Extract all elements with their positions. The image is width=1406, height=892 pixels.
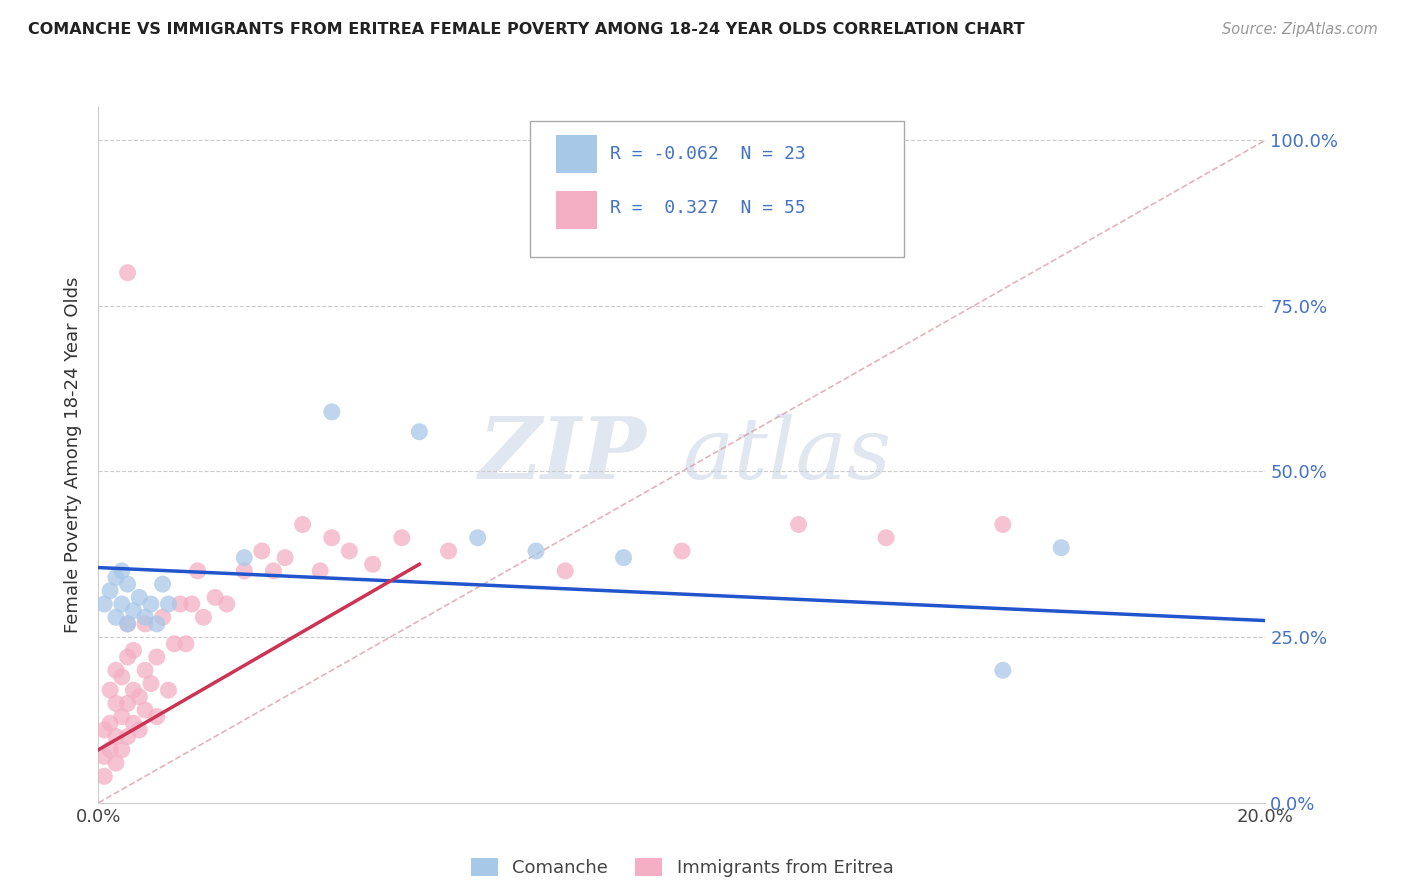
Point bbox=[98, 683, 121, 698]
Text: atlas: atlas bbox=[682, 414, 891, 496]
Point bbox=[524, 544, 547, 558]
Point bbox=[111, 670, 134, 684]
Point bbox=[612, 550, 634, 565]
Point bbox=[250, 544, 273, 558]
Point bbox=[309, 564, 332, 578]
Point bbox=[111, 564, 134, 578]
Point bbox=[104, 756, 127, 770]
Point bbox=[111, 743, 134, 757]
Point bbox=[146, 709, 169, 723]
Point bbox=[117, 577, 139, 591]
Point bbox=[98, 583, 121, 598]
Point bbox=[408, 425, 430, 439]
Point bbox=[193, 610, 215, 624]
Point bbox=[122, 716, 145, 731]
Point bbox=[128, 690, 150, 704]
Point bbox=[111, 709, 134, 723]
Point bbox=[93, 769, 115, 783]
Point bbox=[122, 604, 145, 618]
Point bbox=[291, 517, 314, 532]
Y-axis label: Female Poverty Among 18-24 Year Olds: Female Poverty Among 18-24 Year Olds bbox=[65, 277, 83, 633]
Point bbox=[152, 610, 174, 624]
Text: ZIP: ZIP bbox=[479, 413, 647, 497]
Point bbox=[174, 637, 197, 651]
Point bbox=[98, 743, 121, 757]
Point bbox=[215, 597, 238, 611]
Point bbox=[134, 663, 156, 677]
Point bbox=[104, 570, 127, 584]
Point bbox=[321, 405, 343, 419]
Point bbox=[233, 550, 256, 565]
Point bbox=[93, 749, 115, 764]
Point bbox=[104, 697, 127, 711]
Point bbox=[169, 597, 191, 611]
Point bbox=[991, 517, 1014, 532]
Point bbox=[139, 676, 162, 690]
Point bbox=[104, 663, 127, 677]
Point bbox=[93, 597, 115, 611]
Point bbox=[187, 564, 209, 578]
Point bbox=[134, 616, 156, 631]
Point bbox=[152, 577, 174, 591]
Text: COMANCHE VS IMMIGRANTS FROM ERITREA FEMALE POVERTY AMONG 18-24 YEAR OLDS CORRELA: COMANCHE VS IMMIGRANTS FROM ERITREA FEMA… bbox=[28, 22, 1025, 37]
Point bbox=[139, 597, 162, 611]
Point bbox=[787, 517, 810, 532]
Point bbox=[134, 610, 156, 624]
Point bbox=[180, 597, 202, 611]
Text: R = -0.062  N = 23: R = -0.062 N = 23 bbox=[610, 145, 806, 162]
Point bbox=[134, 703, 156, 717]
Point bbox=[122, 683, 145, 698]
Bar bbox=[555, 135, 596, 173]
Point bbox=[111, 597, 134, 611]
Legend: Comanche, Immigrants from Eritrea: Comanche, Immigrants from Eritrea bbox=[464, 850, 900, 884]
Point bbox=[157, 597, 180, 611]
Point bbox=[128, 591, 150, 605]
Point bbox=[233, 564, 256, 578]
Point bbox=[122, 643, 145, 657]
Point bbox=[163, 637, 186, 651]
Point bbox=[467, 531, 489, 545]
Point bbox=[321, 531, 343, 545]
Point bbox=[128, 723, 150, 737]
Point bbox=[991, 663, 1014, 677]
Point bbox=[98, 716, 121, 731]
Point bbox=[437, 544, 460, 558]
Text: R =  0.327  N = 55: R = 0.327 N = 55 bbox=[610, 199, 806, 217]
Point bbox=[554, 564, 576, 578]
FancyBboxPatch shape bbox=[530, 121, 904, 257]
Text: Source: ZipAtlas.com: Source: ZipAtlas.com bbox=[1222, 22, 1378, 37]
Point bbox=[391, 531, 413, 545]
Point bbox=[117, 697, 139, 711]
Point bbox=[104, 610, 127, 624]
Point bbox=[262, 564, 284, 578]
Point bbox=[146, 616, 169, 631]
Point bbox=[361, 558, 384, 572]
Point bbox=[875, 531, 897, 545]
Point bbox=[1050, 541, 1073, 555]
Point bbox=[117, 650, 139, 665]
Point bbox=[104, 730, 127, 744]
Point bbox=[117, 730, 139, 744]
Point bbox=[146, 650, 169, 665]
Point bbox=[117, 616, 139, 631]
Point bbox=[117, 266, 139, 280]
Point bbox=[204, 591, 226, 605]
Point bbox=[93, 723, 115, 737]
Bar bbox=[555, 191, 596, 229]
Point bbox=[671, 544, 693, 558]
Point bbox=[337, 544, 360, 558]
Point bbox=[117, 616, 139, 631]
Point bbox=[274, 550, 297, 565]
Point bbox=[157, 683, 180, 698]
